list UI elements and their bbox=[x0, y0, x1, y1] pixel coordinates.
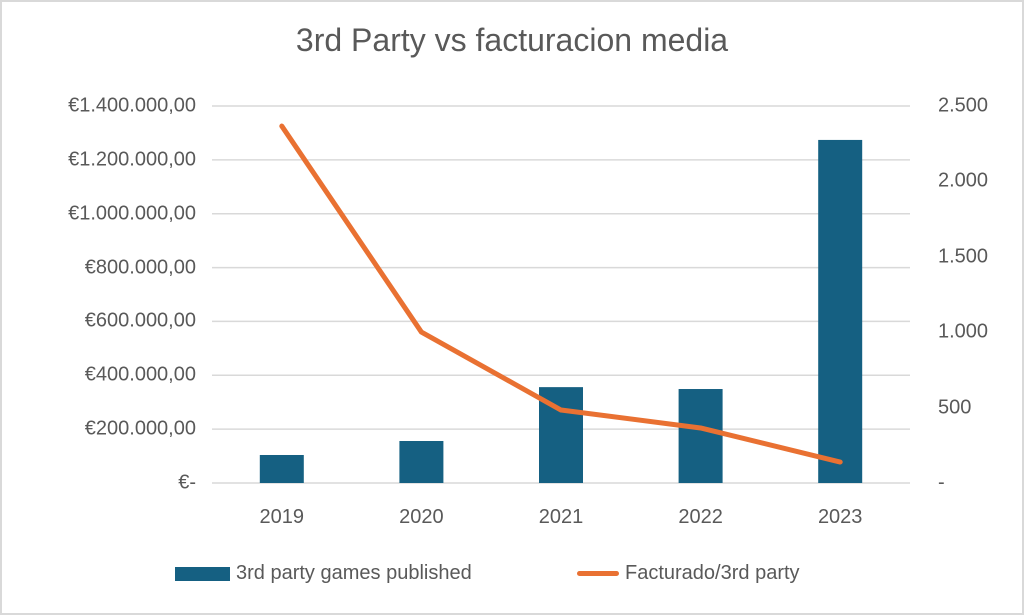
legend-item-bars: 3rd party games published bbox=[175, 562, 472, 585]
legend-bar-label: 3rd party games published bbox=[236, 562, 472, 584]
bar bbox=[818, 139, 863, 483]
x-axis-tick: 2023 bbox=[817, 506, 863, 528]
left-axis-tick: €1.400.000,00 bbox=[68, 94, 196, 117]
line-series bbox=[279, 123, 843, 465]
right-axis-tick: - bbox=[938, 471, 945, 494]
legend-item-line: Facturado/3rd party bbox=[577, 562, 800, 585]
legend-bar-swatch bbox=[175, 566, 230, 581]
left-axis-tick: €800.000,00 bbox=[84, 256, 196, 279]
legend-line-label: Facturado/3rd party bbox=[625, 562, 800, 584]
right-axis-tick: 1.000 bbox=[938, 320, 989, 343]
right-axis-tick: 1.500 bbox=[938, 245, 989, 268]
x-axis-tick: 2021 bbox=[538, 506, 584, 528]
chart-title: 3rd Party vs facturacion media bbox=[295, 22, 729, 58]
left-axis-tick: €400.000,00 bbox=[84, 363, 196, 386]
legend: 3rd party games published Facturado/3rd … bbox=[0, 562, 1024, 586]
x-axis-tick: 2022 bbox=[678, 506, 723, 528]
right-axis-tick: 2.000 bbox=[938, 169, 989, 192]
left-axis-tick: €600.000,00 bbox=[84, 309, 196, 332]
right-axis-tick: 500 bbox=[938, 396, 972, 419]
legend-line-swatch bbox=[577, 571, 619, 576]
x-axis-tick: 2020 bbox=[399, 506, 444, 528]
bar bbox=[259, 454, 304, 483]
left-axis-tick: €1.200.000,00 bbox=[68, 148, 196, 171]
right-axis-tick: 2.500 bbox=[938, 94, 989, 117]
x-axis-tick: 2019 bbox=[259, 506, 305, 528]
left-axis-tick: €200.000,00 bbox=[84, 417, 196, 440]
line-path bbox=[279, 123, 843, 465]
left-axis-tick: €- bbox=[178, 471, 196, 494]
bar bbox=[678, 389, 723, 483]
left-axis-tick: €1.000.000,00 bbox=[68, 202, 196, 225]
bar bbox=[399, 440, 444, 483]
bar-series bbox=[259, 139, 863, 483]
